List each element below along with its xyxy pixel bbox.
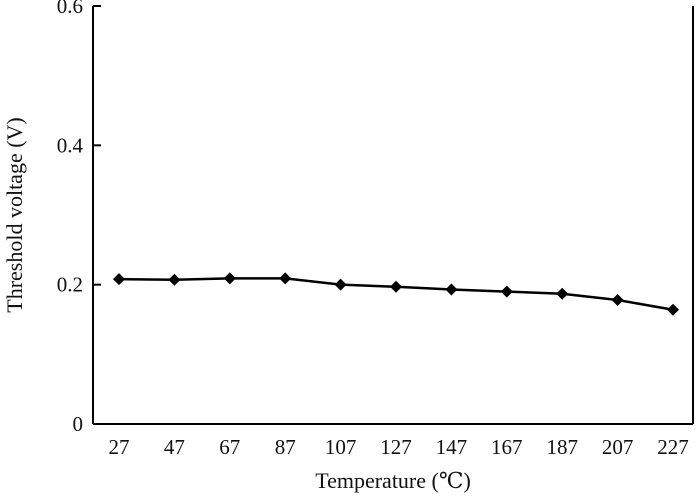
x-tick-label: 227 bbox=[657, 435, 689, 459]
x-tick-label: 107 bbox=[325, 435, 357, 459]
y-axis-ticks: 0 0.2 0.4 0.6 bbox=[57, 0, 101, 436]
x-axis-ticks: 27 47 67 87 107 127 147 167 187 207 227 bbox=[109, 435, 689, 459]
x-tick-label: 207 bbox=[602, 435, 634, 459]
data-point-marker bbox=[223, 272, 236, 285]
data-point-marker bbox=[334, 278, 347, 291]
plot-frame bbox=[92, 6, 694, 425]
y-tick-label: 0.4 bbox=[57, 133, 84, 157]
x-tick-label: 127 bbox=[380, 435, 412, 459]
x-tick-label: 47 bbox=[164, 435, 185, 459]
x-tick-label: 67 bbox=[219, 435, 240, 459]
data-point-marker bbox=[667, 303, 679, 316]
y-tick-label: 0.6 bbox=[57, 0, 83, 18]
y-axis-title: Threshold voltage (V) bbox=[2, 117, 27, 313]
x-axis-title: Temperature (℃) bbox=[315, 468, 471, 493]
data-point-marker bbox=[390, 280, 402, 293]
x-tick-label: 147 bbox=[436, 435, 468, 459]
data-point-marker bbox=[445, 283, 458, 296]
data-point-marker bbox=[556, 287, 569, 300]
x-tick-label: 27 bbox=[109, 435, 130, 459]
x-tick-label: 87 bbox=[275, 435, 296, 459]
data-point-marker bbox=[611, 293, 624, 306]
x-tick-label: 187 bbox=[546, 435, 578, 459]
data-point-marker bbox=[113, 273, 125, 286]
series-layer bbox=[113, 272, 679, 316]
y-tick-label: 0 bbox=[73, 412, 84, 436]
data-point-marker bbox=[168, 273, 181, 286]
data-point-marker bbox=[279, 272, 292, 285]
x-tick-label: 167 bbox=[491, 435, 523, 459]
y-tick-label: 0.2 bbox=[57, 273, 83, 297]
data-point-marker bbox=[500, 285, 513, 298]
